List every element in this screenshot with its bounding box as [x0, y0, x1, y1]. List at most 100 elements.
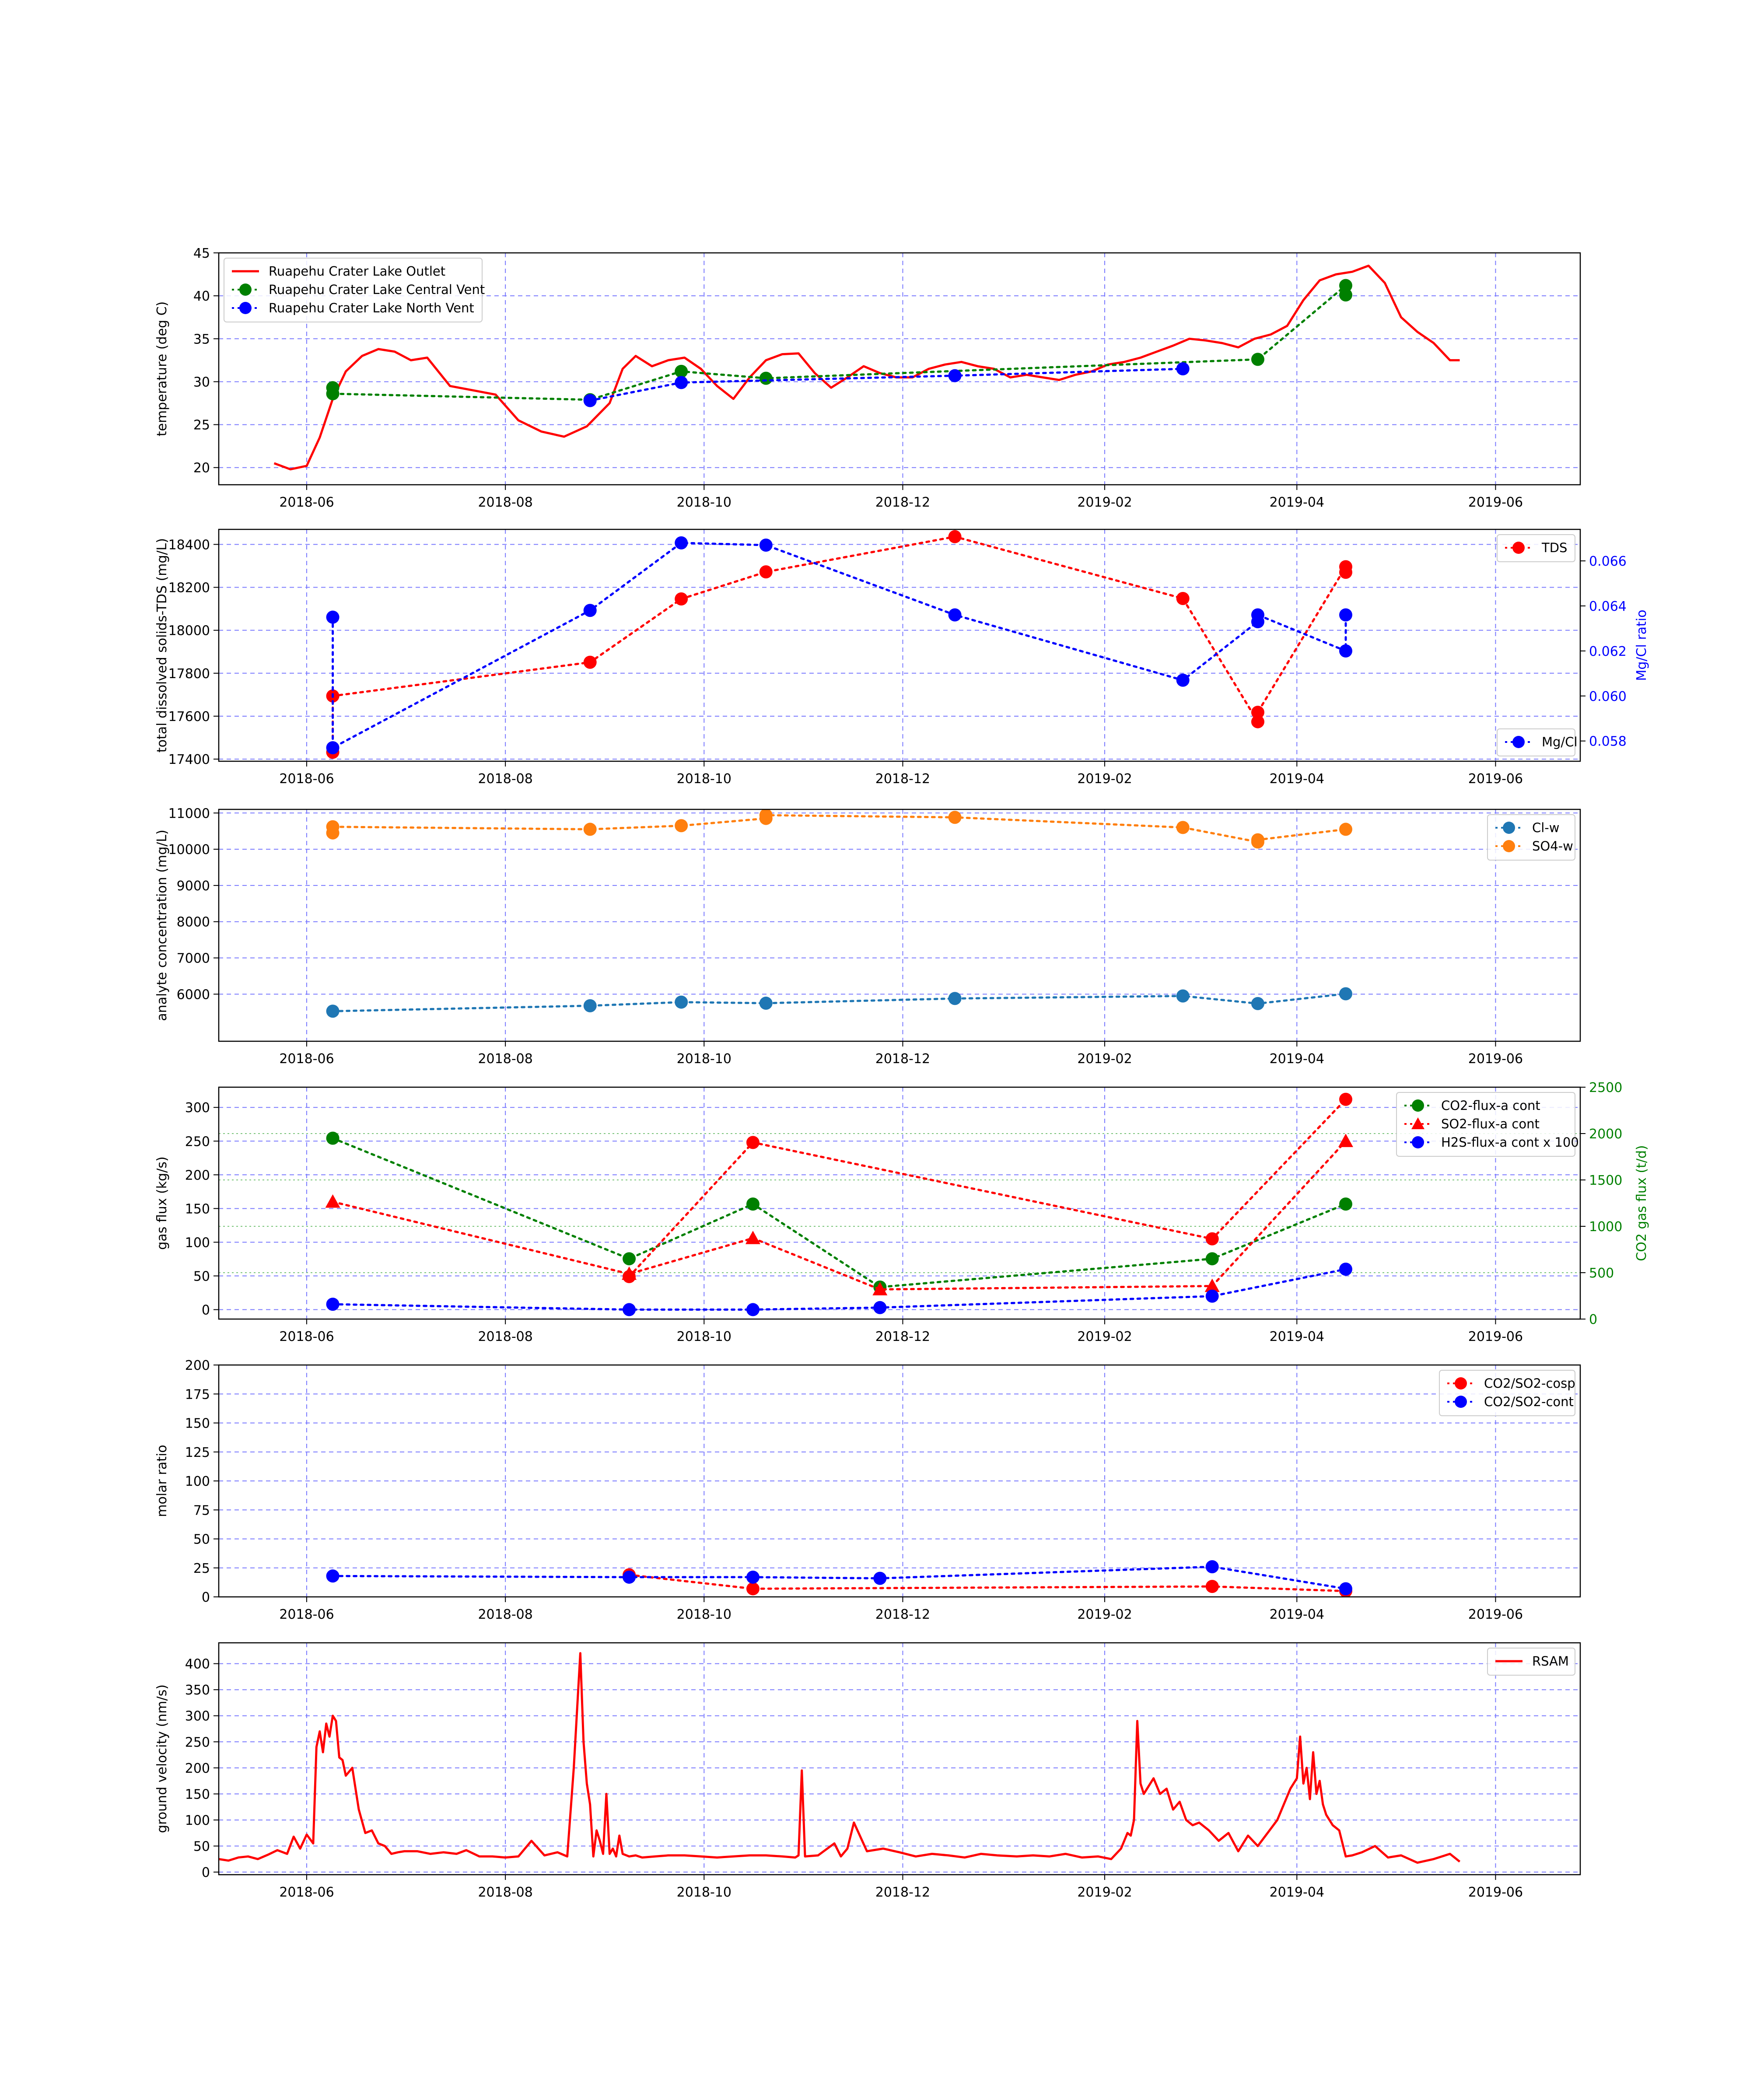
series-line [332, 1565, 1347, 1590]
legend-marker [1411, 1117, 1424, 1129]
data-point [1339, 608, 1352, 622]
legend: TDS [1497, 534, 1575, 562]
plot-area [326, 809, 1352, 1018]
data-point [1205, 1580, 1219, 1593]
y2-tick-label: 0.066 [1589, 554, 1627, 569]
data-point [746, 1303, 760, 1316]
y2-axis-label: CO2 gas flux (t/d) [1634, 1145, 1649, 1261]
y2-tick-label: 0.064 [1589, 599, 1627, 614]
data-point [1339, 822, 1352, 836]
data-point [1204, 1278, 1220, 1292]
y-tick-label: 50 [193, 1269, 210, 1284]
series-line [332, 542, 1347, 750]
x-tick-label: 2018-10 [677, 1607, 732, 1622]
data-point [623, 1252, 636, 1266]
data-point [623, 1270, 636, 1283]
y-tick-label: 9000 [177, 878, 210, 894]
data-point [759, 997, 773, 1010]
legend-label: Ruapehu Crater Lake Central Vent [269, 282, 485, 297]
axes-frame [218, 1086, 1581, 1320]
y2-tick-label: 1500 [1589, 1173, 1622, 1188]
y-tick-label: 250 [185, 1735, 210, 1750]
x-tick-label: 2018-10 [677, 1051, 732, 1067]
axes-frame [218, 1642, 1581, 1876]
series-line [219, 1652, 1461, 1864]
y-tick-label: 7000 [177, 951, 210, 966]
panel-5: 2018-06 2018-08 2018-10 2018-12 2019-02 2019-… [154, 1358, 1581, 1622]
x-tick-label: 2019-04 [1270, 1329, 1324, 1344]
x-tick-label: 2018-10 [677, 1329, 732, 1344]
x-tick-label: 2019-02 [1077, 1607, 1132, 1622]
legend-label: CO2-flux-a cont [1441, 1098, 1540, 1113]
legend: CO2-flux-a cont SO2-flux-a cont H2S-flux-a… [1396, 1092, 1579, 1157]
series-line [332, 993, 1347, 1012]
panel-6: 2018-06 2018-08 2018-10 2018-12 2019-02 2019-… [154, 1642, 1581, 1900]
y-tick-label: 10000 [168, 842, 210, 858]
y-tick-label: 17400 [168, 752, 210, 767]
data-point [1251, 608, 1264, 622]
y-tick-label: 150 [185, 1201, 210, 1217]
x-tick-label: 2019-04 [1270, 1607, 1324, 1622]
legend-label: CO2/SO2-cont [1484, 1394, 1574, 1409]
x-tick-label: 2018-12 [875, 1885, 930, 1900]
legend-marker [239, 284, 252, 296]
axes-frame [218, 252, 1581, 486]
y2-axis-label: Mg/Cl ratio [1634, 609, 1649, 681]
y-tick-label: 0 [202, 1590, 210, 1605]
x-tick-label: 2019-02 [1077, 771, 1132, 787]
data-point [1205, 1252, 1219, 1266]
y-axis-label: total dissolved solids-TDS (mg/L) [154, 538, 170, 752]
axes-frame [218, 808, 1581, 1042]
x-tick-label: 2018-06 [279, 1329, 334, 1344]
data-point [948, 992, 962, 1005]
legend-frame [1497, 728, 1575, 756]
x-tick-label: 2018-12 [875, 771, 930, 787]
x-tick-label: 2019-04 [1270, 1051, 1324, 1067]
data-point [623, 1570, 636, 1584]
legend-label: Ruapehu Crater Lake North Vent [269, 301, 474, 315]
data-point [1176, 821, 1190, 834]
legend-label: Mg/Cl [1542, 735, 1578, 749]
x-tick-label: 2018-06 [279, 1885, 334, 1900]
y2-tick-label: 0.060 [1589, 689, 1627, 704]
y-axis-label: analyte concentration (mg/L) [154, 830, 170, 1021]
data-point [1339, 1197, 1352, 1211]
y2-tick-label: 500 [1589, 1266, 1614, 1281]
x-tick-label: 2019-06 [1468, 1607, 1523, 1622]
data-point [583, 604, 597, 617]
data-point [326, 1298, 340, 1311]
legend-frame [224, 258, 483, 322]
legend-label: Ruapehu Crater Lake Outlet [269, 264, 445, 279]
legend: Cl-w SO4-w [1487, 814, 1575, 861]
legend-marker [1412, 1136, 1424, 1148]
legend: CO2/SO2-cosp CO2/SO2-cont [1439, 1370, 1575, 1416]
x-tick-label: 2019-06 [1468, 771, 1523, 787]
x-tick-label: 2018-12 [875, 495, 930, 510]
legend: Ruapehu Crater Lake Outlet Ruapehu Crater… [224, 258, 485, 322]
data-point [675, 536, 688, 550]
data-point [948, 608, 962, 622]
series-line [273, 264, 1460, 471]
series-line [332, 1268, 1347, 1311]
plot-area [219, 1652, 1461, 1864]
data-point [1339, 1092, 1352, 1106]
y-tick-label: 40 [193, 289, 210, 304]
panel-4: 2018-06 2018-08 2018-10 2018-12 2019-02 2019-… [154, 1080, 1649, 1344]
y-tick-label: 8000 [177, 915, 210, 930]
x-tick-label: 2018-06 [279, 1607, 334, 1622]
panel-3: 2018-06 2018-08 2018-10 2018-12 2019-02 2019-… [154, 806, 1581, 1067]
data-point [1176, 592, 1190, 606]
data-point [1176, 362, 1190, 375]
legend-frame [1497, 534, 1575, 562]
legend-marker [1455, 1396, 1467, 1408]
data-point [1251, 997, 1264, 1010]
x-tick-label: 2019-06 [1468, 495, 1523, 510]
y-tick-label: 18000 [168, 623, 210, 639]
legend-label: Cl-w [1532, 820, 1560, 835]
legend-marker [1512, 542, 1525, 554]
x-tick-label: 2018-08 [478, 1885, 532, 1900]
x-tick-label: 2018-08 [478, 495, 532, 510]
data-point [1176, 989, 1190, 1003]
x-tick-label: 2018-12 [875, 1051, 930, 1067]
data-point [745, 1231, 760, 1244]
